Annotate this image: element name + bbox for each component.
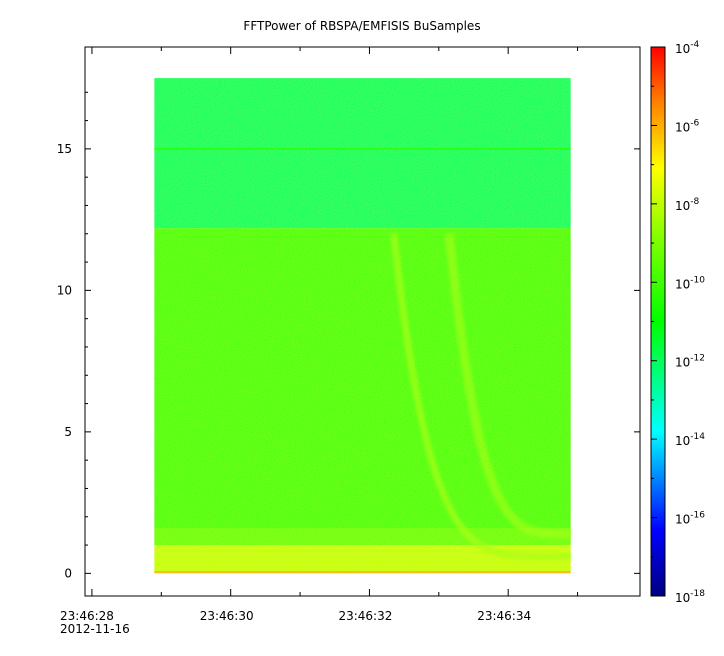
y-tick-label: 10 (57, 283, 72, 297)
x-axis: 23:46:28 23:46:30 23:46:32 23:46:34 (60, 47, 579, 623)
x-tick-label: 23:46:32 (338, 609, 392, 623)
colorbar-tick-base: 10 (675, 591, 690, 605)
colorbar-tick-label: 10-10 (675, 275, 705, 291)
y-tick-label: 5 (64, 425, 72, 439)
y-axis: 0 5 10 15 (57, 91, 640, 580)
colorbar-tick-exponent: -16 (690, 511, 705, 521)
y-tick-label: 15 (57, 142, 72, 156)
colorbar-tick-exponent: -8 (690, 197, 699, 207)
colorbar-tick-exponent: -14 (690, 432, 705, 442)
colorbar-tick-exponent: -18 (690, 589, 705, 599)
colorbar-tick-label: 10-16 (675, 511, 705, 527)
colorbar-tick-base: 10 (675, 199, 690, 213)
x-tick-label: 23:46:34 (477, 609, 531, 623)
colorbar-tick-exponent: -10 (690, 275, 705, 285)
colorbar-tick-exponent: -12 (690, 354, 705, 364)
colorbar-tick-base: 10 (675, 42, 690, 56)
colorbar-tick-base: 10 (675, 120, 690, 134)
colorbar-tick-label: 10-18 (675, 589, 705, 605)
chart-title: FFTPower of RBSPA/EMFISIS BuSamples (243, 19, 480, 33)
colorbar-tick-label: 10-14 (675, 432, 705, 448)
colorbar-tick-label: 10-12 (675, 354, 705, 370)
colorbar-tick-base: 10 (675, 356, 690, 370)
y-tick-label: 0 (64, 566, 72, 580)
colorbar-tick-label: 10-4 (675, 40, 700, 56)
colorbar-tick-exponent: -6 (690, 118, 699, 128)
x-date-label: 2012-11-16 (60, 622, 130, 636)
x-tick-label: 23:46:30 (200, 609, 254, 623)
colorbar-tick-exponent: -4 (690, 40, 699, 50)
colorbar-tick-label: 10-6 (675, 118, 700, 134)
x-tick-label: 23:46:28 (60, 609, 114, 623)
colorbar-tick-base: 10 (675, 277, 690, 291)
heatmap-texture (154, 78, 571, 574)
colorbar-tick-base: 10 (675, 434, 690, 448)
colorbar-tick-base: 10 (675, 513, 690, 527)
colorbar-tick-label: 10-8 (675, 197, 700, 213)
spectrogram-heatmap (154, 78, 571, 574)
